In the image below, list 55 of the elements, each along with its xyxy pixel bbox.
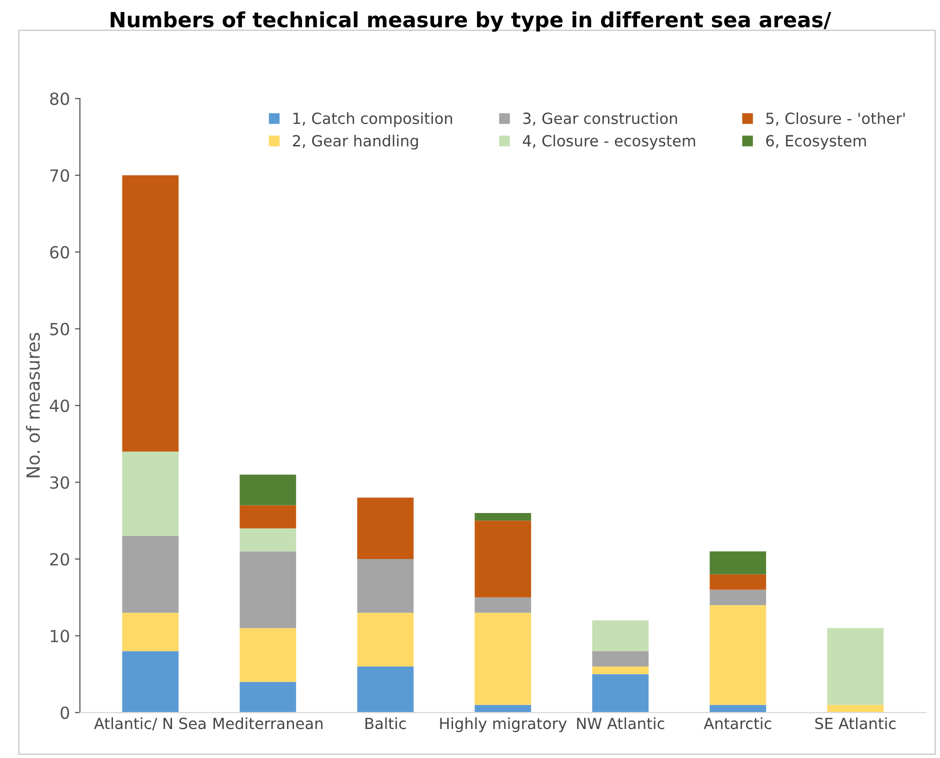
y-tick-label: 20 [50, 552, 70, 566]
bar [122, 452, 179, 536]
bar [710, 704, 766, 713]
chart-title: Numbers of technical measure by type in different sea areas/ [110, 11, 832, 32]
y-tick-label: 10 [50, 630, 70, 642]
legend-label: 5, Closure - 'other' [766, 112, 905, 126]
bar [474, 520, 532, 598]
x-tick-label: Atlantic/ N Sea [94, 717, 206, 730]
bar [240, 682, 296, 713]
legend-label: 3, Gear construction [523, 112, 677, 126]
bar [357, 666, 414, 713]
bar [474, 704, 532, 713]
legend-label: 2, Gear handling [292, 134, 418, 150]
x-tick-label: NW Atlantic [577, 717, 664, 730]
bar [240, 474, 296, 506]
bar [240, 628, 296, 682]
bar [122, 536, 179, 613]
bar [592, 620, 649, 652]
legend-label: 6, Ecosystem [766, 134, 866, 150]
bar [710, 605, 766, 705]
x-tick-label: Mediterranean [214, 717, 322, 730]
y-tick-label: 0 [60, 706, 70, 720]
y-tick-label: 50 [50, 322, 70, 336]
bar [592, 651, 649, 666]
y-tick-label: 30 [50, 476, 70, 489]
bar [240, 551, 296, 628]
bar [357, 559, 414, 613]
bar [122, 175, 179, 452]
x-tick-label: Baltic [366, 717, 406, 730]
bar [474, 512, 532, 521]
bar [592, 674, 649, 713]
bar [827, 628, 884, 705]
y-tick-label: 40 [50, 399, 70, 412]
bar [474, 612, 532, 705]
x-tick-label: SE Atlantic [815, 717, 896, 730]
y-tick-label: 60 [50, 246, 70, 259]
bar [122, 651, 179, 713]
bar [592, 666, 649, 674]
bar [474, 597, 532, 613]
legend-label: 4, Closure - ecosystem [522, 134, 696, 150]
bar [710, 551, 766, 574]
bar [357, 612, 414, 666]
x-tick-label: Antarctic [704, 717, 772, 730]
y-axis-title: No. of measures [26, 332, 40, 478]
bar [357, 498, 414, 560]
y-tick-label: 70 [50, 169, 70, 182]
bar [122, 612, 179, 652]
x-tick-label: Highly migratory [440, 717, 567, 732]
bar [827, 704, 884, 713]
legend-label: 1, Catch composition [293, 112, 452, 128]
bar [710, 574, 766, 590]
bar [710, 590, 766, 606]
y-tick-label: 80 [50, 92, 70, 106]
bar [240, 505, 296, 528]
bar [240, 528, 296, 552]
